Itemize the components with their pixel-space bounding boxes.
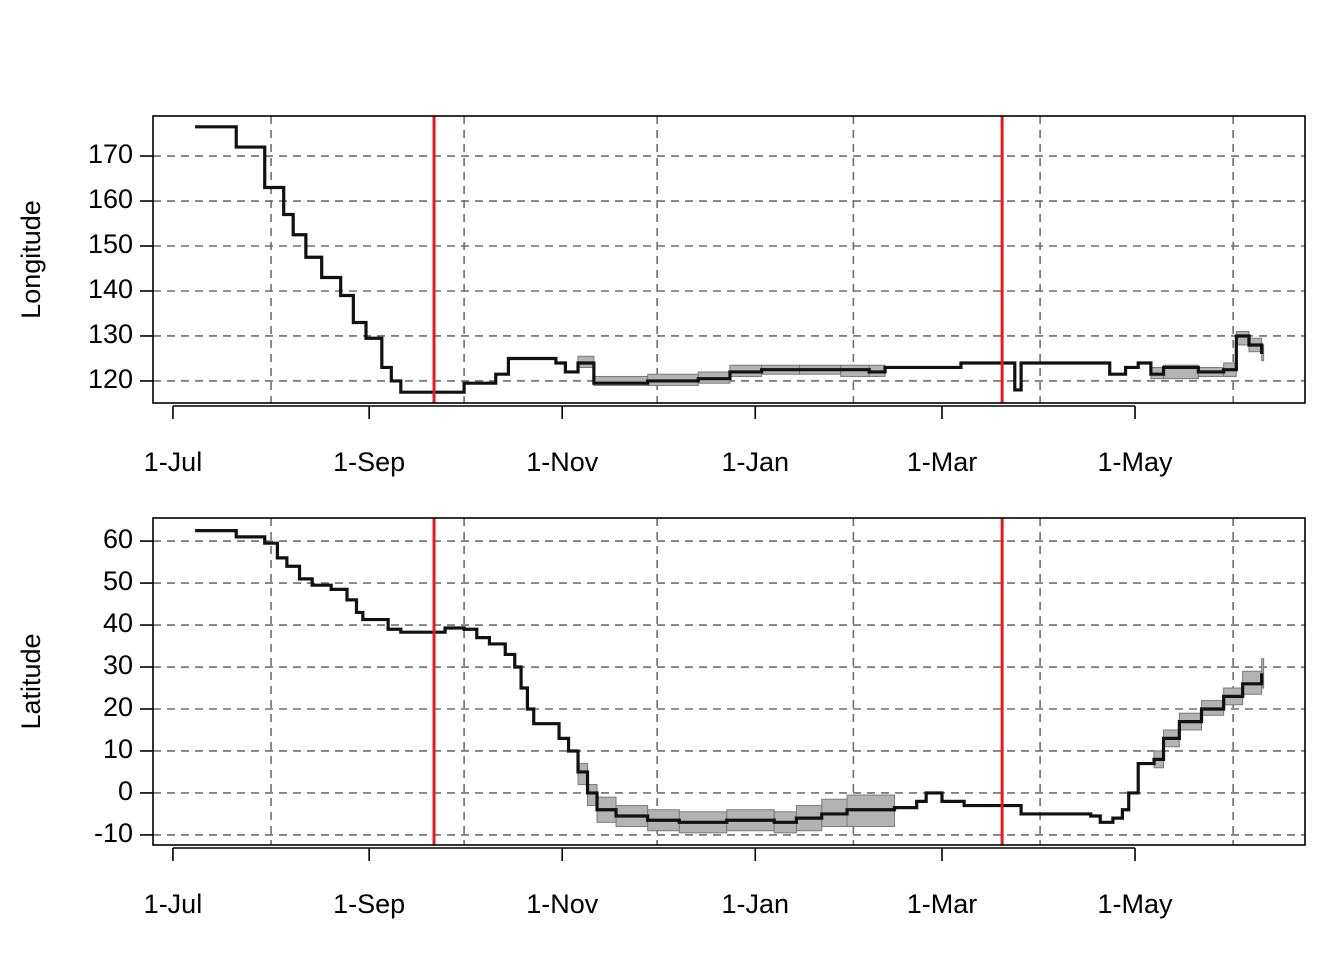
x-tick-label: 1-Nov <box>526 447 599 477</box>
x-tick-label: 1-Jul <box>144 889 203 919</box>
x-tick-label: 1-Sep <box>333 447 405 477</box>
x-tick-label: 1-May <box>1098 889 1174 919</box>
y-tick-label: -10 <box>94 818 133 848</box>
y-axis-label: Latitude <box>16 633 46 729</box>
y-tick-label: 120 <box>88 364 133 394</box>
y-axis-label: Longitude <box>16 200 46 319</box>
y-tick-label: 10 <box>103 734 133 764</box>
x-tick-label: 1-Nov <box>526 889 599 919</box>
y-tick-label: 0 <box>118 776 133 806</box>
data-line <box>195 127 1262 392</box>
uncertainty-band <box>1236 331 1249 344</box>
x-tick-label: 1-Jul <box>144 447 203 477</box>
plot-frame <box>153 116 1305 403</box>
y-tick-label: 130 <box>88 319 133 349</box>
data-line <box>195 531 1262 823</box>
x-tick-label: 1-Mar <box>907 447 978 477</box>
y-tick-label: 150 <box>88 229 133 259</box>
x-tick-label: 1-May <box>1098 447 1174 477</box>
y-tick-label: 60 <box>103 524 133 554</box>
y-tick-label: 160 <box>88 184 133 214</box>
y-tick-label: 20 <box>103 692 133 722</box>
x-tick-label: 1-Mar <box>907 889 978 919</box>
x-tick-label: 1-Jan <box>721 889 789 919</box>
x-tick-label: 1-Sep <box>333 889 405 919</box>
y-tick-label: 140 <box>88 274 133 304</box>
y-tick-label: 30 <box>103 650 133 680</box>
plot-frame <box>153 518 1305 845</box>
y-tick-label: 40 <box>103 608 133 638</box>
y-tick-label: 50 <box>103 566 133 596</box>
x-tick-label: 1-Jan <box>721 447 789 477</box>
y-tick-label: 170 <box>88 139 133 169</box>
